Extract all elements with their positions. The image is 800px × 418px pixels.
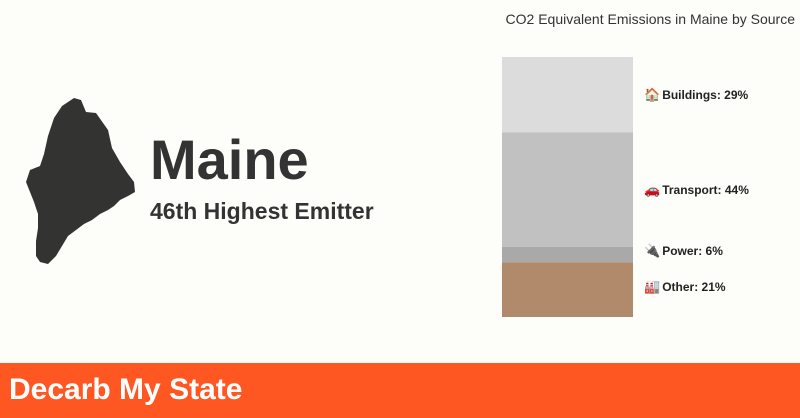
- segment-label-text: Power: 6%: [662, 243, 723, 258]
- car-icon: 🚗: [644, 181, 661, 197]
- segment-label-other: 🏭 Other: 21%: [644, 278, 756, 294]
- house-icon: 🏠: [644, 86, 661, 102]
- bar-segment-other: [502, 262, 633, 317]
- segment-label-transport: 🚗 Transport: 44%: [644, 181, 756, 197]
- bar-segment-transport: [502, 132, 633, 247]
- segment-label-text: Other: 21%: [662, 279, 726, 294]
- brand-name: Decarb My State: [9, 373, 243, 406]
- bar-segment-power: [502, 246, 633, 263]
- factory-icon: 🏭: [644, 278, 661, 294]
- state-name: Maine: [150, 128, 309, 191]
- footer-bar: Decarb My State: [0, 363, 800, 418]
- segment-label-power: 🔌 Power: 6%: [644, 242, 756, 258]
- emitter-rank: 46th Highest Emitter: [150, 198, 374, 224]
- maine-map-icon: [26, 98, 135, 264]
- plug-icon: 🔌: [644, 242, 661, 258]
- bar-segment-buildings: [502, 57, 633, 133]
- chart-title: CO2 Equivalent Emissions in Maine by Sou…: [505, 11, 795, 27]
- segment-label-buildings: 🏠 Buildings: 29%: [644, 86, 756, 102]
- segment-label-text: Transport: 44%: [662, 182, 749, 197]
- segment-label-text: Buildings: 29%: [662, 87, 749, 102]
